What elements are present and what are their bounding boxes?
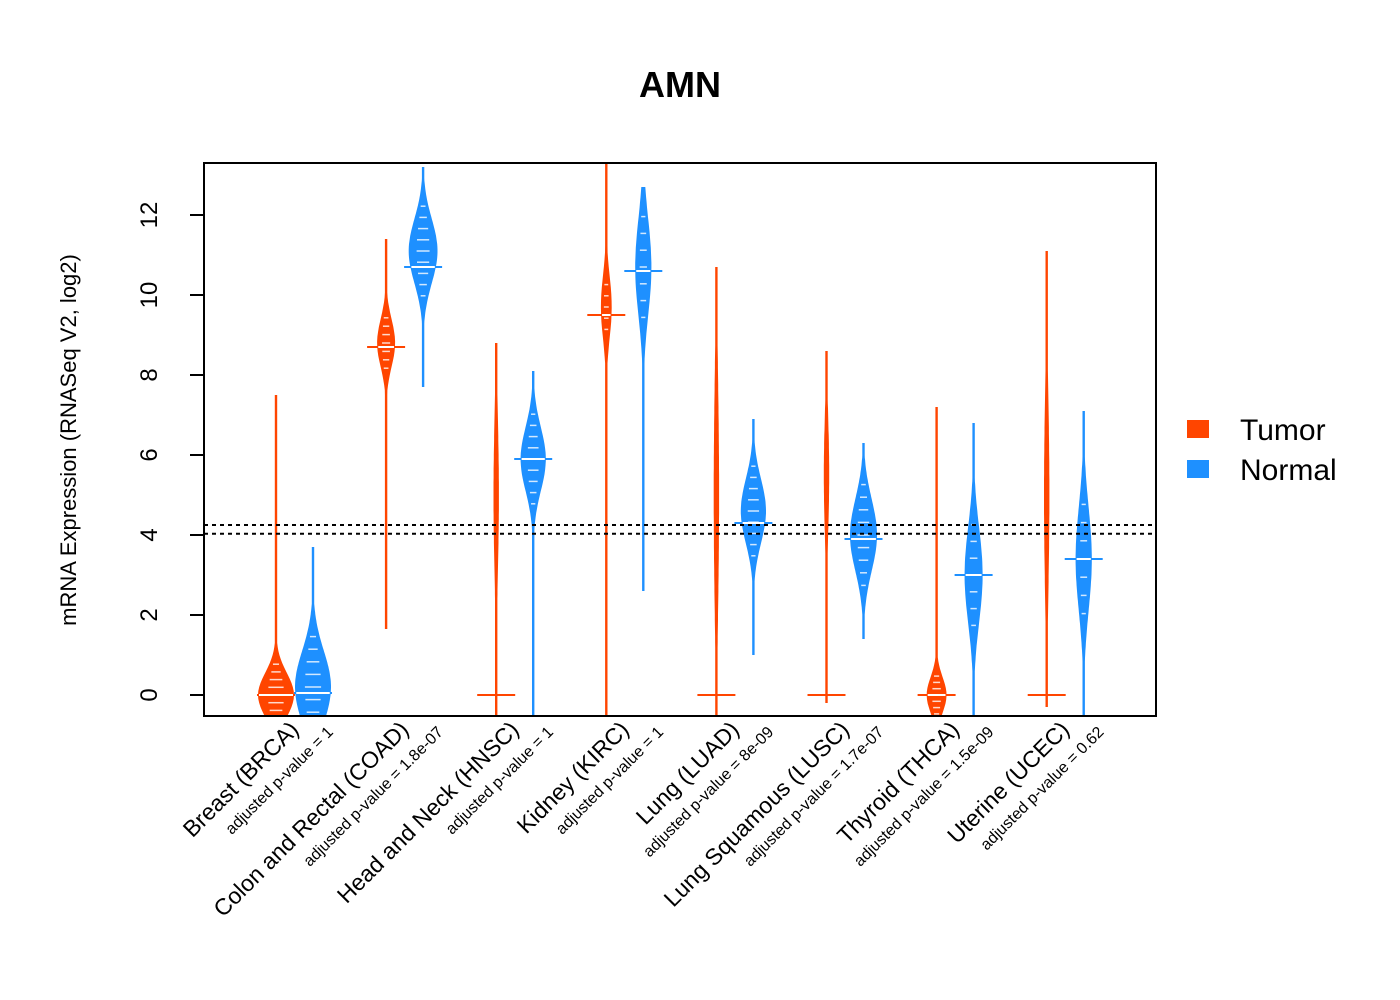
bean-tumor: [377, 239, 396, 629]
y-axis-label: mRNA Expression (RNASeq V2, log2): [56, 254, 81, 626]
bean-normal: [635, 187, 652, 591]
reference-lines: [204, 524, 1156, 535]
bean-normal: [964, 423, 983, 715]
bean-normal: [520, 371, 546, 715]
bean-normal: [740, 419, 766, 655]
legend-swatch-normal: [1187, 460, 1209, 478]
y-tick-label: 8: [136, 368, 163, 381]
bean-tumor: [600, 163, 612, 715]
bean-normal: [850, 443, 877, 639]
y-tick-label: 12: [136, 202, 163, 229]
bean-tumor: [713, 267, 720, 715]
y-tick-label: 0: [136, 688, 163, 701]
bean-tumor: [1044, 251, 1050, 707]
legend-label-tumor: Tumor: [1240, 414, 1326, 447]
y-tick-label: 4: [136, 528, 163, 541]
y-tick-label: 6: [136, 448, 163, 461]
bean-tumor: [823, 351, 830, 703]
bean-normal: [295, 547, 331, 715]
y-tick-label: 10: [136, 282, 163, 309]
chart-title: AMN: [639, 64, 721, 105]
y-tick-label: 2: [136, 608, 163, 621]
legend: Tumor Normal: [1187, 414, 1337, 487]
bean-tumor: [926, 407, 947, 715]
legend-swatch-tumor: [1187, 420, 1209, 438]
bean-tumor: [258, 395, 294, 715]
bean-normal: [408, 167, 438, 387]
plot-frame: [203, 162, 1157, 717]
bean-tumor: [493, 343, 499, 715]
y-axis: 0 2 4 6 8 10 12: [136, 202, 204, 702]
bean-normal: [1075, 411, 1092, 715]
legend-label-normal: Normal: [1240, 454, 1337, 487]
beans-layer: [257, 163, 1103, 715]
